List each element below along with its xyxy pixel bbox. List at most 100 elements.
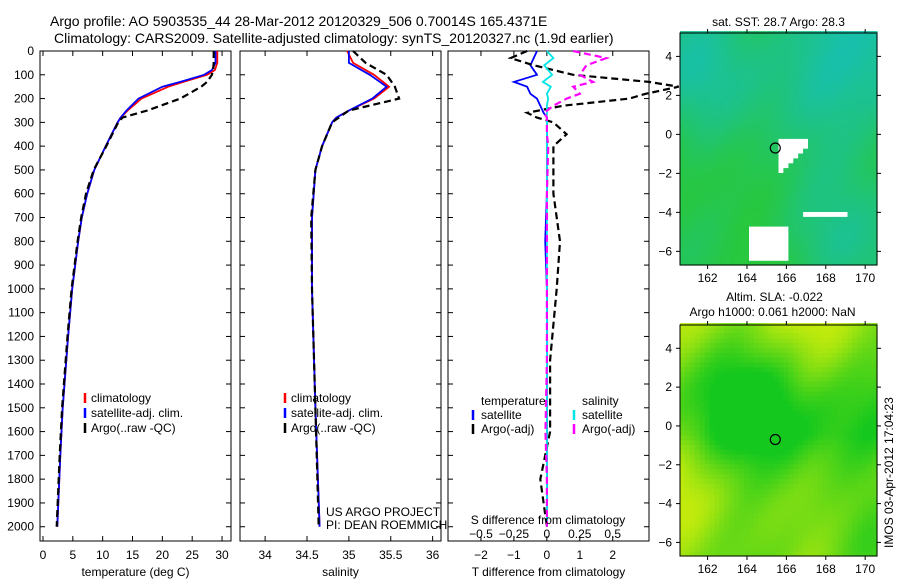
map-cell [689, 221, 696, 227]
map-cell [783, 425, 789, 431]
map-cell [857, 376, 863, 382]
map-cell [827, 449, 834, 455]
map-cell [872, 113, 878, 120]
x2-tick-label: 0.25 [568, 527, 592, 541]
map-cell [867, 371, 873, 378]
map-cell [768, 45, 775, 52]
map-cell [689, 420, 696, 426]
map-cell [778, 60, 784, 66]
map-cell [827, 327, 834, 334]
map-cell [798, 260, 804, 266]
map-cell [724, 395, 730, 402]
map-cell [827, 361, 834, 368]
map-cell [788, 483, 794, 489]
map-cell [699, 405, 706, 412]
map-cell [744, 221, 750, 227]
map-cell [768, 167, 775, 173]
map-cell [872, 216, 878, 222]
map-cell [680, 118, 686, 125]
map-cell [803, 79, 809, 86]
map-cell [778, 104, 784, 110]
map-cell [714, 260, 720, 266]
map-cell [704, 230, 711, 237]
map-cell [753, 381, 760, 387]
map-cell [729, 211, 735, 217]
map-cell [783, 391, 789, 397]
map-cell [827, 99, 834, 105]
map-cell [847, 99, 853, 105]
map-cell [837, 444, 844, 450]
map-cell [699, 226, 706, 232]
map-cell [822, 60, 829, 66]
map-cell [847, 468, 853, 475]
map-cell [699, 201, 706, 208]
map-cell [684, 104, 691, 110]
map-cell [783, 128, 789, 134]
map-cell [798, 400, 804, 407]
map-cell [724, 152, 730, 159]
map-cell [709, 191, 715, 198]
map-cell [832, 152, 839, 159]
map-cell [837, 250, 844, 256]
map-cell [847, 206, 853, 212]
map-cell [813, 531, 819, 538]
map-cell [689, 381, 696, 387]
map-cell [739, 434, 745, 441]
map-cell [798, 226, 804, 232]
map-cell [827, 415, 834, 421]
y-tick-label: 600 [14, 187, 34, 201]
map-cell [832, 541, 839, 547]
map-cell [783, 31, 789, 37]
map-cell [689, 327, 696, 334]
map-cell [714, 507, 720, 513]
map-cell [862, 352, 868, 358]
map-cell [862, 342, 868, 348]
map-cell [744, 118, 750, 125]
map-cell [798, 531, 804, 538]
map-cell [753, 55, 760, 61]
map-cell [798, 444, 804, 450]
map-cell [739, 70, 745, 76]
map-cell [768, 531, 775, 538]
map-cell [773, 366, 780, 373]
map-cell [817, 35, 824, 42]
map-cell [704, 211, 711, 217]
map-cell [709, 40, 715, 47]
map-cell [763, 492, 770, 499]
map-cell [724, 99, 730, 105]
map-cell [768, 444, 775, 450]
map-cell [832, 40, 839, 47]
map-cell [837, 507, 844, 513]
map-cell [739, 240, 745, 247]
map-cell [753, 502, 760, 509]
map-cell [867, 196, 873, 203]
map-cell [813, 395, 819, 402]
map-cell [699, 157, 706, 164]
map-cell [813, 371, 819, 378]
map-cell [827, 429, 834, 436]
map-cell [822, 502, 829, 509]
map-cell [739, 152, 745, 159]
map-cell [852, 492, 858, 499]
map-cell [862, 492, 868, 499]
map-cell [857, 415, 863, 421]
map-cell [793, 177, 799, 183]
map-cell [699, 483, 706, 489]
map-cell [798, 429, 804, 436]
map-cell [719, 70, 725, 76]
map-cell [739, 123, 745, 130]
map-cell [689, 488, 696, 494]
map-cell [842, 50, 848, 56]
map-cell [699, 172, 706, 178]
map-cell [808, 526, 814, 533]
map-cell [749, 526, 755, 533]
map-cell [832, 216, 839, 222]
map-cell [773, 143, 780, 149]
map-cell [773, 99, 780, 105]
map-cell [793, 45, 799, 52]
map-cell [813, 541, 819, 547]
map-cell [719, 89, 725, 95]
map-cell [837, 84, 844, 91]
map-cell [783, 497, 789, 504]
map-cell [694, 357, 701, 363]
